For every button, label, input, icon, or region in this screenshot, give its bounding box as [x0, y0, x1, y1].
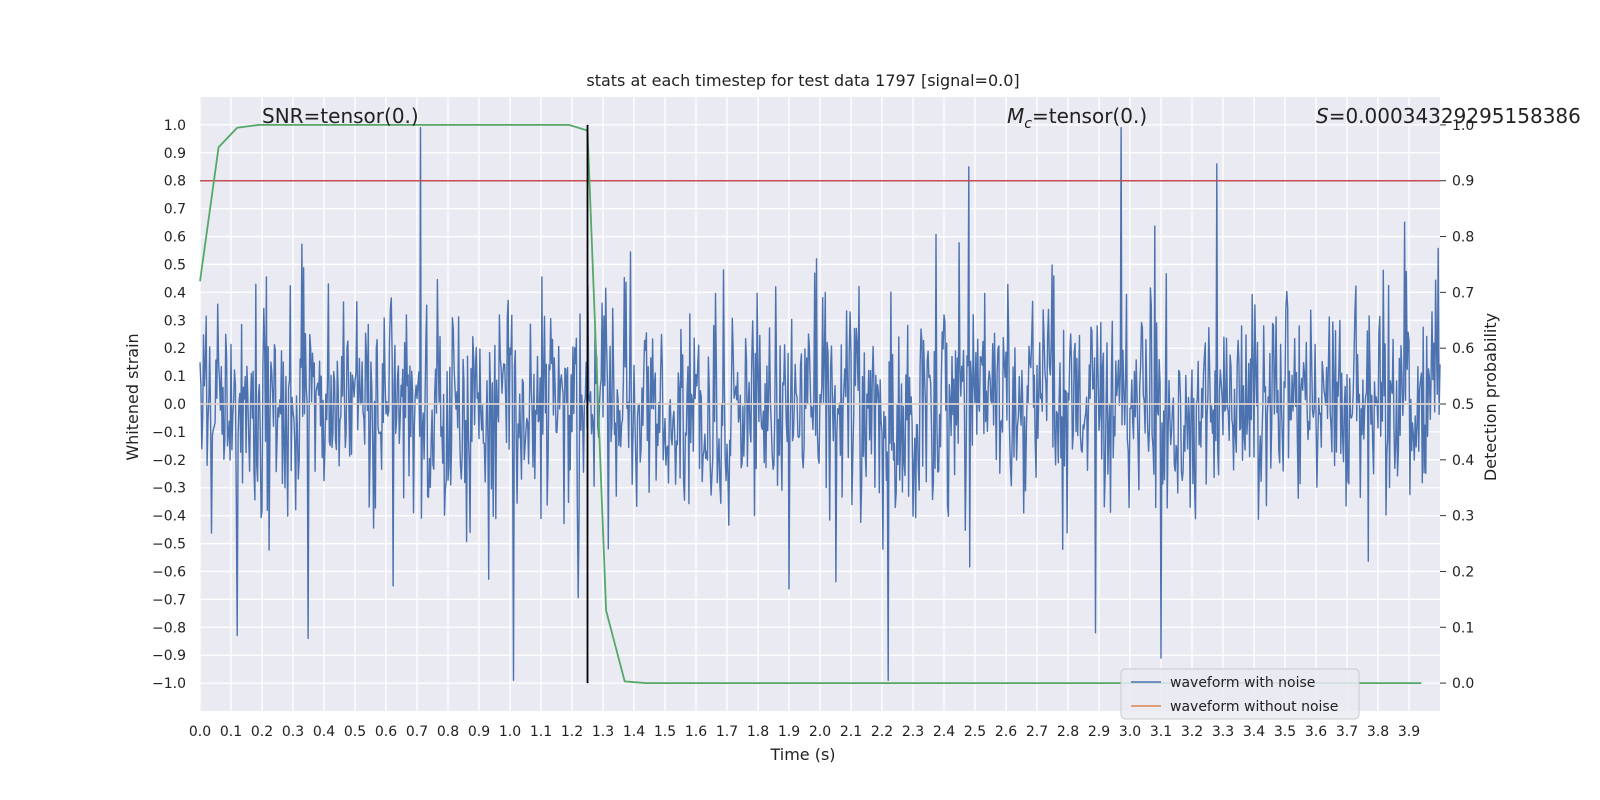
- y-tick-label: 0.0: [164, 397, 186, 413]
- x-tick-label: 3.9: [1398, 724, 1420, 740]
- y-tick-label: 0.8: [164, 174, 186, 190]
- x-tick-label: 3.5: [1274, 724, 1296, 740]
- x-tick-label: 3.4: [1243, 724, 1265, 740]
- mc-symbol: M: [1007, 104, 1024, 128]
- x-tick-label: 1.4: [623, 724, 645, 740]
- y2-tick-label: 0.1: [1452, 620, 1474, 636]
- y2-tick-label: 0.4: [1452, 453, 1474, 469]
- x-tick-label: 3.3: [1212, 724, 1234, 740]
- x-tick-label: 1.0: [499, 724, 521, 740]
- mc-subscript: c: [1024, 116, 1032, 132]
- x-tick-label: 2.9: [1088, 724, 1110, 740]
- y-tick-label: −0.2: [152, 453, 186, 469]
- y-tick-label: −0.1: [152, 425, 186, 441]
- series-waveform-with-noise: [199, 127, 1441, 681]
- x-tick-label: 2.8: [1057, 724, 1079, 740]
- y-tick-label: −0.4: [152, 509, 186, 525]
- y2-tick-label: 0.0: [1452, 676, 1474, 692]
- s-value: =0.00034329295158386: [1329, 104, 1581, 128]
- mc-annotation: Mc=tensor(0.): [1007, 104, 1147, 132]
- y-tick-label: 0.1: [164, 369, 186, 385]
- noise-line: [199, 127, 1441, 681]
- y-tick-label: −0.3: [152, 481, 186, 497]
- y-tick-label: 0.5: [164, 257, 186, 273]
- y-tick-label: −0.7: [152, 592, 186, 608]
- probability-line: [199, 124, 1422, 684]
- y2-axis-ticks: 1.0 0.9 0.8 0.7 0.6 0.5 0.4 0.3 0.2 0.1 0.0: [1440, 118, 1474, 692]
- x-tick-label: 3.6: [1305, 724, 1327, 740]
- legend: waveform with noise waveform without noi…: [1120, 668, 1360, 720]
- x-tick-label: 0.7: [406, 724, 428, 740]
- x-tick-label: 1.8: [747, 724, 769, 740]
- y2-tick-label: 0.9: [1452, 174, 1474, 190]
- y2-tick-label: 1.0: [1452, 118, 1474, 134]
- x-tick-label: 1.7: [716, 724, 738, 740]
- x-tick-label: 1.1: [530, 724, 552, 740]
- y-tick-label: 0.7: [164, 202, 186, 218]
- y-tick-label: −0.6: [152, 564, 186, 580]
- y-tick-label: −0.8: [152, 620, 186, 636]
- legend-label-waveform-without-noise: waveform without noise: [1170, 699, 1338, 715]
- y-axis-label: Whitened strain: [123, 333, 142, 460]
- y-tick-label: 1.0: [164, 118, 186, 134]
- x-tick-label: 2.5: [964, 724, 986, 740]
- x-tick-label: 0.8: [437, 724, 459, 740]
- x-tick-label: 0.4: [313, 724, 335, 740]
- x-tick-label: 1.6: [685, 724, 707, 740]
- x-tick-label: 0.9: [468, 724, 490, 740]
- y-tick-label: 0.2: [164, 341, 186, 357]
- x-tick-label: 2.4: [933, 724, 955, 740]
- y2-tick-label: 0.6: [1452, 341, 1474, 357]
- y2-tick-label: 0.7: [1452, 285, 1474, 301]
- y-tick-label: 0.9: [164, 146, 186, 162]
- y2-tick-label: 0.5: [1452, 397, 1474, 413]
- s-symbol: S: [1316, 104, 1329, 128]
- x-tick-label: 3.0: [1119, 724, 1141, 740]
- y-tick-label: 0.4: [164, 285, 186, 301]
- y-tick-label: −1.0: [152, 676, 186, 692]
- y2-tick-label: 0.3: [1452, 509, 1474, 525]
- x-axis-ticks: 0.0 0.1 0.2 0.3 0.4 0.5 0.6 0.7 0.8 0.9 1.0 1.1 1.2 1…: [189, 724, 1420, 740]
- y-tick-label: −0.5: [152, 537, 186, 553]
- x-tick-label: 2.0: [809, 724, 831, 740]
- y-tick-label: 0.6: [164, 230, 186, 246]
- x-tick-label: 0.1: [220, 724, 242, 740]
- x-tick-label: 0.3: [282, 724, 304, 740]
- y-tick-label: 0.3: [164, 313, 186, 329]
- x-tick-label: 3.8: [1367, 724, 1389, 740]
- s-annotation: S=0.00034329295158386: [1316, 104, 1581, 128]
- y2-tick-label: 0.2: [1452, 564, 1474, 580]
- chart-title: stats at each timestep for test data 179…: [586, 71, 1019, 90]
- series-detection-probability: [199, 124, 1422, 684]
- plot-content: [199, 124, 1441, 684]
- snr-annotation: SNR=tensor(0.): [262, 104, 419, 128]
- x-tick-label: 3.2: [1181, 724, 1203, 740]
- y2-tick-label: 0.8: [1452, 230, 1474, 246]
- y-tick-label: −0.9: [152, 648, 186, 664]
- x-tick-label: 2.7: [1026, 724, 1048, 740]
- legend-box: [1120, 668, 1360, 720]
- x-tick-label: 1.2: [561, 724, 583, 740]
- x-tick-label: 0.6: [375, 724, 397, 740]
- x-tick-label: 2.3: [902, 724, 924, 740]
- x-tick-label: 1.9: [778, 724, 800, 740]
- legend-label-waveform-with-noise: waveform with noise: [1170, 675, 1315, 691]
- x-tick-label: 3.7: [1336, 724, 1358, 740]
- x-tick-label: 3.1: [1150, 724, 1172, 740]
- x-tick-label: 1.3: [592, 724, 614, 740]
- x-axis-label: Time (s): [769, 745, 835, 764]
- x-tick-label: 2.1: [840, 724, 862, 740]
- y-axis-ticks: 1.0 0.9 0.8 0.7 0.6 0.5 0.4 0.3 0.2 0.1 0.0 −0.1 −0.…: [152, 118, 186, 692]
- x-tick-label: 1.5: [654, 724, 676, 740]
- x-tick-label: 0.2: [251, 724, 273, 740]
- x-tick-label: 2.6: [995, 724, 1017, 740]
- x-tick-label: 0.5: [344, 724, 366, 740]
- mc-value: =tensor(0.): [1032, 104, 1147, 128]
- y2-axis-label: Detection probability: [1481, 313, 1500, 481]
- x-tick-label: 2.2: [871, 724, 893, 740]
- x-tick-label: 0.0: [189, 724, 211, 740]
